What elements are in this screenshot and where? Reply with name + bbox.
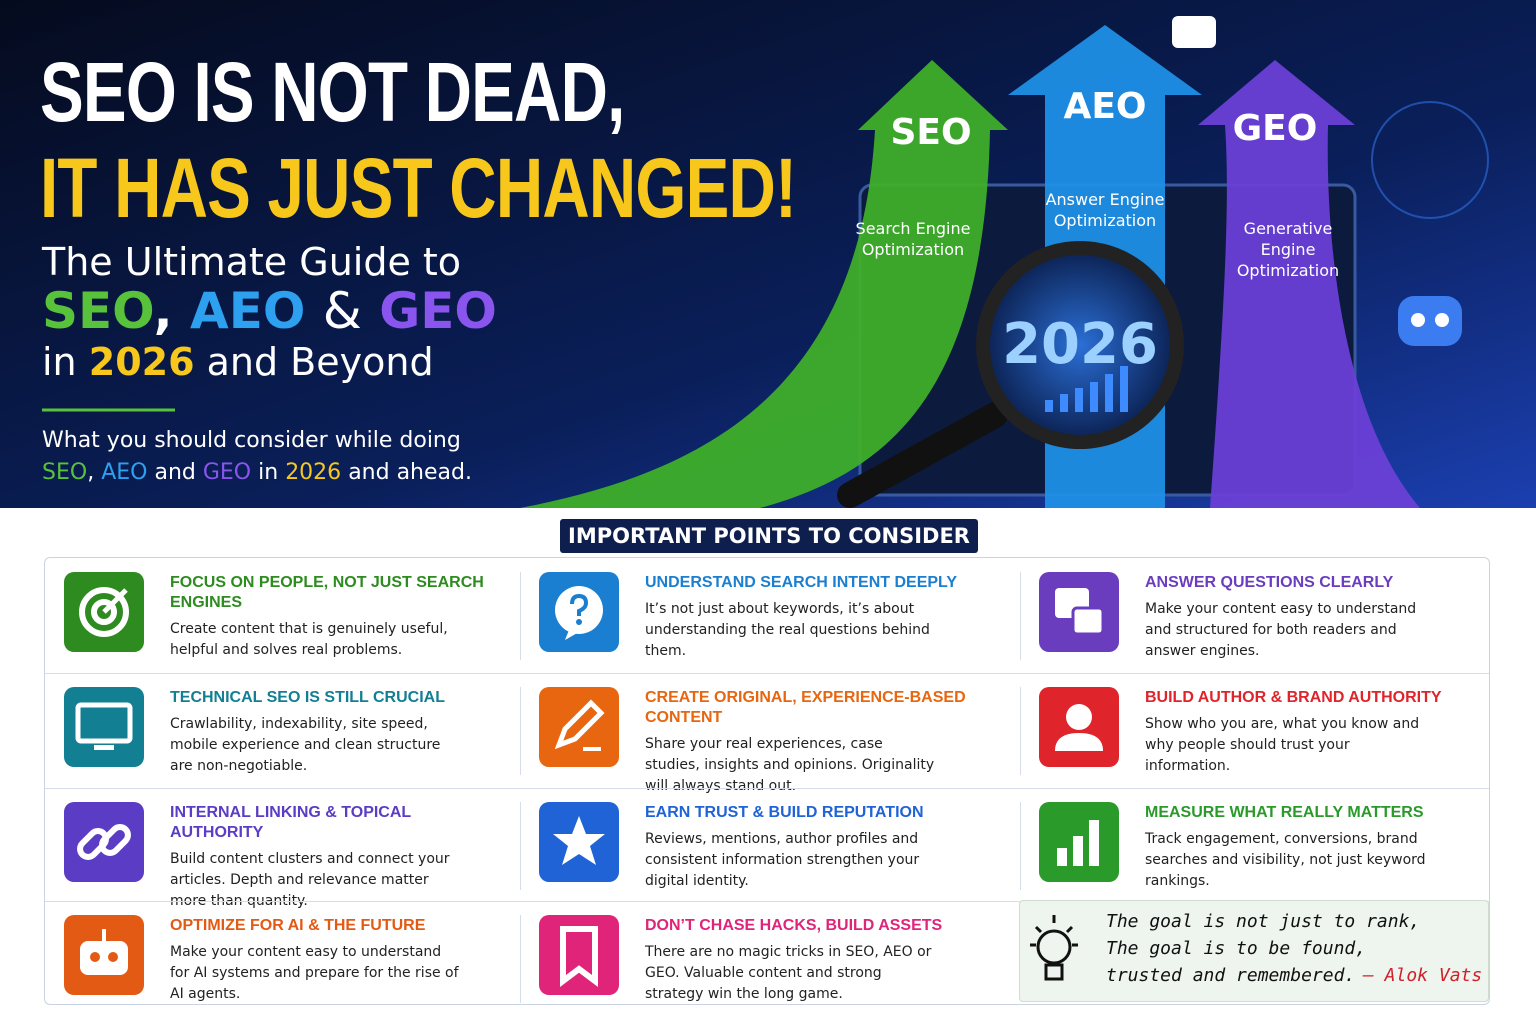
arrow-label: AEO xyxy=(1063,86,1147,127)
point-text: Show who you are, what you know and why … xyxy=(1145,716,1420,774)
arrow-desc: Search Engine Optimization xyxy=(855,219,971,259)
point-text: Make your content easy to understand and… xyxy=(1145,601,1417,659)
row-divider xyxy=(45,788,1489,789)
consider-line: What you should consider while doing xyxy=(42,428,461,453)
guide-terms: SEO, AEO & GEO xyxy=(42,282,497,340)
point-title: TECHNICAL SEO IS STILL CRUCIAL xyxy=(170,689,445,706)
quote-box: The goal is not just to rank, The goal i… xyxy=(1019,900,1489,1002)
guide-intro: The Ultimate Guide to xyxy=(42,240,462,284)
arrow-desc: Generative Engine Optimization xyxy=(1236,219,1340,280)
quote-line: The goal is to be found, xyxy=(1106,938,1367,959)
quote-line: trusted and remembered. xyxy=(1106,965,1356,986)
point-text: It’s not just about keywords, it’s about… xyxy=(645,601,930,659)
hero-art xyxy=(0,0,1536,508)
guide-end: in 2026 and Beyond xyxy=(42,340,434,384)
point-text: Reviews, mentions, author profiles and c… xyxy=(645,831,920,889)
icon-glyph xyxy=(554,699,605,751)
col-divider xyxy=(520,687,521,775)
col-divider xyxy=(1020,572,1021,660)
term: GEO xyxy=(379,282,497,340)
quote-line: The goal is not just to rank, xyxy=(1106,911,1421,932)
col-divider xyxy=(520,915,521,1003)
point-title: ANSWER QUESTIONS CLEARLY xyxy=(1145,574,1394,591)
point-text: Crawlability, indexability, site speed, … xyxy=(170,716,441,774)
point-title: FOCUS ON PEOPLE, NOT JUST SEARCH ENGINES xyxy=(170,574,484,611)
point-icon xyxy=(539,915,619,995)
point-title: CREATE ORIGINAL, EXPERIENCE-BASED CONTEN… xyxy=(645,689,966,726)
consider-line: SEO, AEO and GEO in 2026 and ahead. xyxy=(42,460,472,485)
point-text: There are no magic tricks in SEO, AEO or… xyxy=(645,944,932,1002)
point-text: Build content clusters and connect your … xyxy=(170,851,450,909)
point-title: BUILD AUTHOR & BRAND AUTHORITY xyxy=(1145,689,1442,706)
magnifier-year: 2026 xyxy=(1002,312,1158,377)
year: 2026 xyxy=(88,340,195,384)
points-grid: FOCUS ON PEOPLE, NOT JUST SEARCH ENGINES… xyxy=(44,557,1490,1005)
word: in xyxy=(42,340,77,384)
word: in xyxy=(258,460,279,485)
year: 2026 xyxy=(285,460,342,485)
point-icon xyxy=(64,802,144,882)
arrow-desc: Answer Engine Optimization xyxy=(1045,190,1165,230)
icon-glyph xyxy=(75,702,133,750)
term: GEO xyxy=(202,460,252,485)
icon-glyph xyxy=(80,929,128,975)
row-divider xyxy=(45,901,1489,902)
title-line: SEO IS NOT DEAD, xyxy=(40,45,625,139)
quote-author: – Alok Vats xyxy=(1363,965,1483,986)
point-icon xyxy=(539,687,619,767)
word: and xyxy=(154,460,196,485)
term: SEO xyxy=(42,282,154,340)
point-icon xyxy=(1039,572,1119,652)
point-title: DON’T CHASE HACKS, BUILD ASSETS xyxy=(645,917,943,934)
point-title: MEASURE WHAT REALLY MATTERS xyxy=(1145,804,1424,821)
point-title: EARN TRUST & BUILD REPUTATION xyxy=(645,804,924,821)
section-title: IMPORTANT POINTS TO CONSIDER xyxy=(560,519,978,553)
term: AEO xyxy=(101,460,148,485)
term: SEO xyxy=(42,460,88,485)
point-icon xyxy=(539,572,619,652)
point-icon xyxy=(64,572,144,652)
point-text: Track engagement, conversions, brand sea… xyxy=(1145,831,1426,889)
point-title: UNDERSTAND SEARCH INTENT DEEPLY xyxy=(645,574,958,591)
term: AEO xyxy=(190,282,306,340)
point-icon xyxy=(64,915,144,995)
point-icon xyxy=(539,802,619,882)
point-title: INTERNAL LINKING & TOPICAL AUTHORITY xyxy=(170,804,411,841)
row-divider xyxy=(45,673,1489,674)
sep: , xyxy=(153,282,173,340)
icon-glyph xyxy=(1057,820,1099,866)
col-divider xyxy=(520,802,521,890)
point-title: OPTIMIZE FOR AI & THE FUTURE xyxy=(170,917,426,934)
bulb-icon xyxy=(1030,915,1078,981)
icon-glyph xyxy=(560,926,598,987)
point-text: Share your real experiences, case studie… xyxy=(645,736,935,794)
sep: & xyxy=(322,282,362,340)
icon-glyph xyxy=(553,816,605,865)
point-icon xyxy=(1039,802,1119,882)
col-divider xyxy=(1020,802,1021,890)
title-line: IT HAS JUST CHANGED! xyxy=(40,141,797,235)
sep: , xyxy=(87,460,95,485)
icon-glyph xyxy=(79,587,129,637)
point-icon xyxy=(1039,687,1119,767)
point-text: Create content that is genuinely useful,… xyxy=(170,621,448,658)
icon-glyph xyxy=(1055,704,1103,751)
word: and Beyond xyxy=(206,340,434,384)
arrow-label: SEO xyxy=(890,112,972,153)
word: and ahead. xyxy=(348,460,472,485)
col-divider xyxy=(520,572,521,660)
icon-glyph xyxy=(555,586,603,640)
icon-glyph xyxy=(1055,588,1105,636)
point-text: Make your content easy to understand for… xyxy=(170,944,459,1002)
hero: SEO IS NOT DEAD, IT HAS JUST CHANGED! Th… xyxy=(0,0,1536,508)
arrow-label: GEO xyxy=(1232,108,1318,149)
point-icon xyxy=(64,687,144,767)
col-divider xyxy=(1020,687,1021,775)
icon-glyph xyxy=(77,824,131,860)
